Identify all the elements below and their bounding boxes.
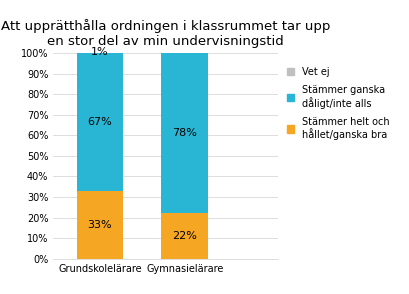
Text: 33%: 33% xyxy=(88,220,112,230)
Legend: Vet ej, Stämmer ganska
dåligt/inte alls, Stämmer helt och
hållet/ganska bra: Vet ej, Stämmer ganska dåligt/inte alls,… xyxy=(283,63,393,144)
Bar xyxy=(76,51,123,53)
Title: Att upprätthålla ordningen i klassrummet tar upp
en stor del av min undervisning: Att upprätthålla ordningen i klassrummet… xyxy=(1,19,330,48)
Bar xyxy=(76,191,123,259)
Text: 78%: 78% xyxy=(172,128,197,138)
Text: 67%: 67% xyxy=(88,117,112,127)
Bar xyxy=(76,53,123,191)
Text: 22%: 22% xyxy=(172,231,197,241)
Bar xyxy=(162,53,208,213)
Bar xyxy=(162,213,208,259)
Text: 1%: 1% xyxy=(91,47,109,57)
